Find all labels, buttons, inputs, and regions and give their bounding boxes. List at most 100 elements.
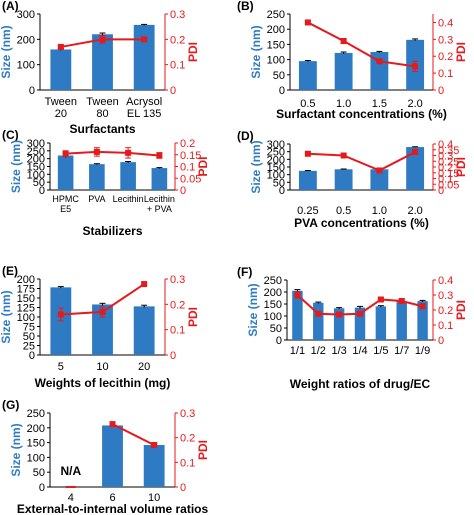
- pdi-marker: [141, 281, 148, 288]
- y-tick-label: 50: [33, 467, 45, 479]
- bar: [57, 155, 74, 190]
- y2-tick-label: 0.1: [438, 68, 453, 80]
- bar: [292, 290, 303, 340]
- bar: [375, 306, 387, 340]
- x-tick-label: 1/4: [352, 345, 367, 357]
- y-tick-label: 150: [267, 162, 285, 174]
- y-tick-label: 250: [267, 147, 285, 159]
- bar: [50, 49, 72, 90]
- pdi-line: [307, 21, 416, 68]
- y2-tick-label: 0.2: [438, 51, 453, 63]
- y-tick-label: 175: [17, 284, 35, 296]
- y-axis-title: Size (nm): [0, 25, 13, 78]
- y2-tick-label: 0.3: [438, 34, 453, 46]
- y-axis-title: Size (nm): [0, 290, 13, 343]
- bar: [333, 308, 345, 340]
- x-tick-label: 0.5: [300, 98, 315, 110]
- y2-tick-label: 0.2: [170, 299, 185, 311]
- pdi-marker: [340, 152, 347, 159]
- pdi-marker: [57, 311, 64, 318]
- pdi-marker: [304, 150, 311, 157]
- pdi-marker: [99, 308, 106, 315]
- x-tick-label: 1.0: [372, 205, 387, 217]
- y-axis-title: Size (nm): [249, 25, 263, 78]
- y-tick-label: 200: [27, 423, 45, 435]
- x-tick-label: 5: [58, 361, 64, 373]
- y-tick-label: 0: [276, 335, 282, 347]
- x-tick-label: Acrysol: [126, 96, 162, 108]
- y-tick-label: 0: [279, 185, 285, 197]
- x-tick-label: + PVA: [147, 204, 172, 214]
- y2-tick-label: 0.3: [438, 151, 453, 163]
- y2-tick-label: 0.2: [180, 138, 195, 150]
- y2-tick-label: 0.1: [438, 174, 453, 186]
- bar: [92, 34, 113, 90]
- x-tick-label: 4: [68, 492, 74, 504]
- x-axis-title: Weights of lecithin (mg): [35, 376, 171, 390]
- y2-tick-label: 0: [438, 335, 444, 347]
- y-tick-label: 100: [27, 452, 45, 464]
- y-tick-label: 200: [267, 154, 285, 166]
- y-tick-label: 0: [39, 482, 45, 494]
- y-tick-label: 100: [264, 311, 282, 323]
- y-tick-label: 250: [27, 146, 45, 158]
- y-tick-label: 100: [267, 55, 285, 67]
- pdi-marker: [336, 311, 343, 318]
- y-tick-label: 100: [267, 170, 285, 182]
- bar: [313, 302, 324, 340]
- pdi-marker: [125, 149, 132, 156]
- y-tick-label: 300: [17, 9, 35, 21]
- bar: [406, 147, 425, 190]
- y2-tick-label: 0.4: [438, 139, 453, 151]
- x-tick-label: 6: [109, 492, 115, 504]
- pdi-marker: [294, 292, 301, 298]
- x-tick-label: 2.0: [407, 98, 422, 110]
- y-tick-label: 25: [23, 341, 35, 353]
- x-tick-label: 80: [96, 108, 108, 120]
- x-tick-label: 1.5: [372, 98, 387, 110]
- na-annotation: N/A: [60, 464, 81, 478]
- chart-panel-7: (G) 0 50 100 150 200 250 0 0.1 0.2 0.3 Size (nm) PDI…: [2, 398, 210, 515]
- panel-label: (A): [2, 0, 19, 13]
- bar: [120, 162, 136, 190]
- bar: [92, 304, 113, 355]
- y2-tick-label: 0: [438, 185, 444, 197]
- y-tick-label: 50: [23, 331, 35, 343]
- y2-tick-label: 0.3: [180, 408, 195, 420]
- y-axis-title: Size (nm): [9, 140, 23, 193]
- y-tick-label: 0: [279, 85, 285, 97]
- y-tick-label: 100: [17, 60, 35, 72]
- x-axis-title: Surfactants: [69, 122, 135, 136]
- chart-panel-1: (A) 0 100 200 300 0 0.1 0.2 0.3 Size (nm) PDI Surfa…: [0, 0, 200, 136]
- pdi-marker: [156, 152, 163, 159]
- pdi-line: [112, 423, 155, 446]
- x-tick-label: 10: [148, 492, 160, 504]
- pdi-marker: [377, 296, 384, 303]
- y-tick-label: 150: [264, 299, 282, 311]
- pdi-marker: [419, 303, 426, 310]
- y2-tick-label: 0.2: [180, 433, 195, 445]
- y-tick-label: 300: [27, 138, 45, 150]
- y2-tick-label: 0.35: [438, 145, 459, 157]
- pdi-marker: [57, 43, 64, 50]
- pdi-marker: [376, 58, 383, 65]
- y-tick-label: 50: [33, 177, 45, 189]
- y2-tick-label: 0.1: [180, 457, 195, 469]
- y2-tick-label: 0.2: [438, 305, 453, 317]
- y2-tick-label: 0.25: [438, 156, 459, 168]
- y2-tick-label: 0.05: [180, 173, 201, 185]
- y-tick-label: 150: [27, 438, 45, 450]
- pdi-marker: [109, 421, 116, 428]
- x-tick-label: 0.5: [336, 205, 351, 217]
- x-tick-label: 10: [96, 361, 108, 373]
- y2-tick-label: 0: [180, 185, 186, 197]
- panel-label: (G): [2, 398, 19, 412]
- x-tick-label: 20: [55, 108, 67, 120]
- y-tick-label: 250: [27, 408, 45, 420]
- y-axis-title: Size (nm): [9, 423, 23, 476]
- y-axis-title: Size (nm): [246, 283, 260, 336]
- y2-tick-label: 0.2: [438, 162, 453, 174]
- pdi-marker: [151, 442, 158, 449]
- pdi-marker: [412, 63, 419, 70]
